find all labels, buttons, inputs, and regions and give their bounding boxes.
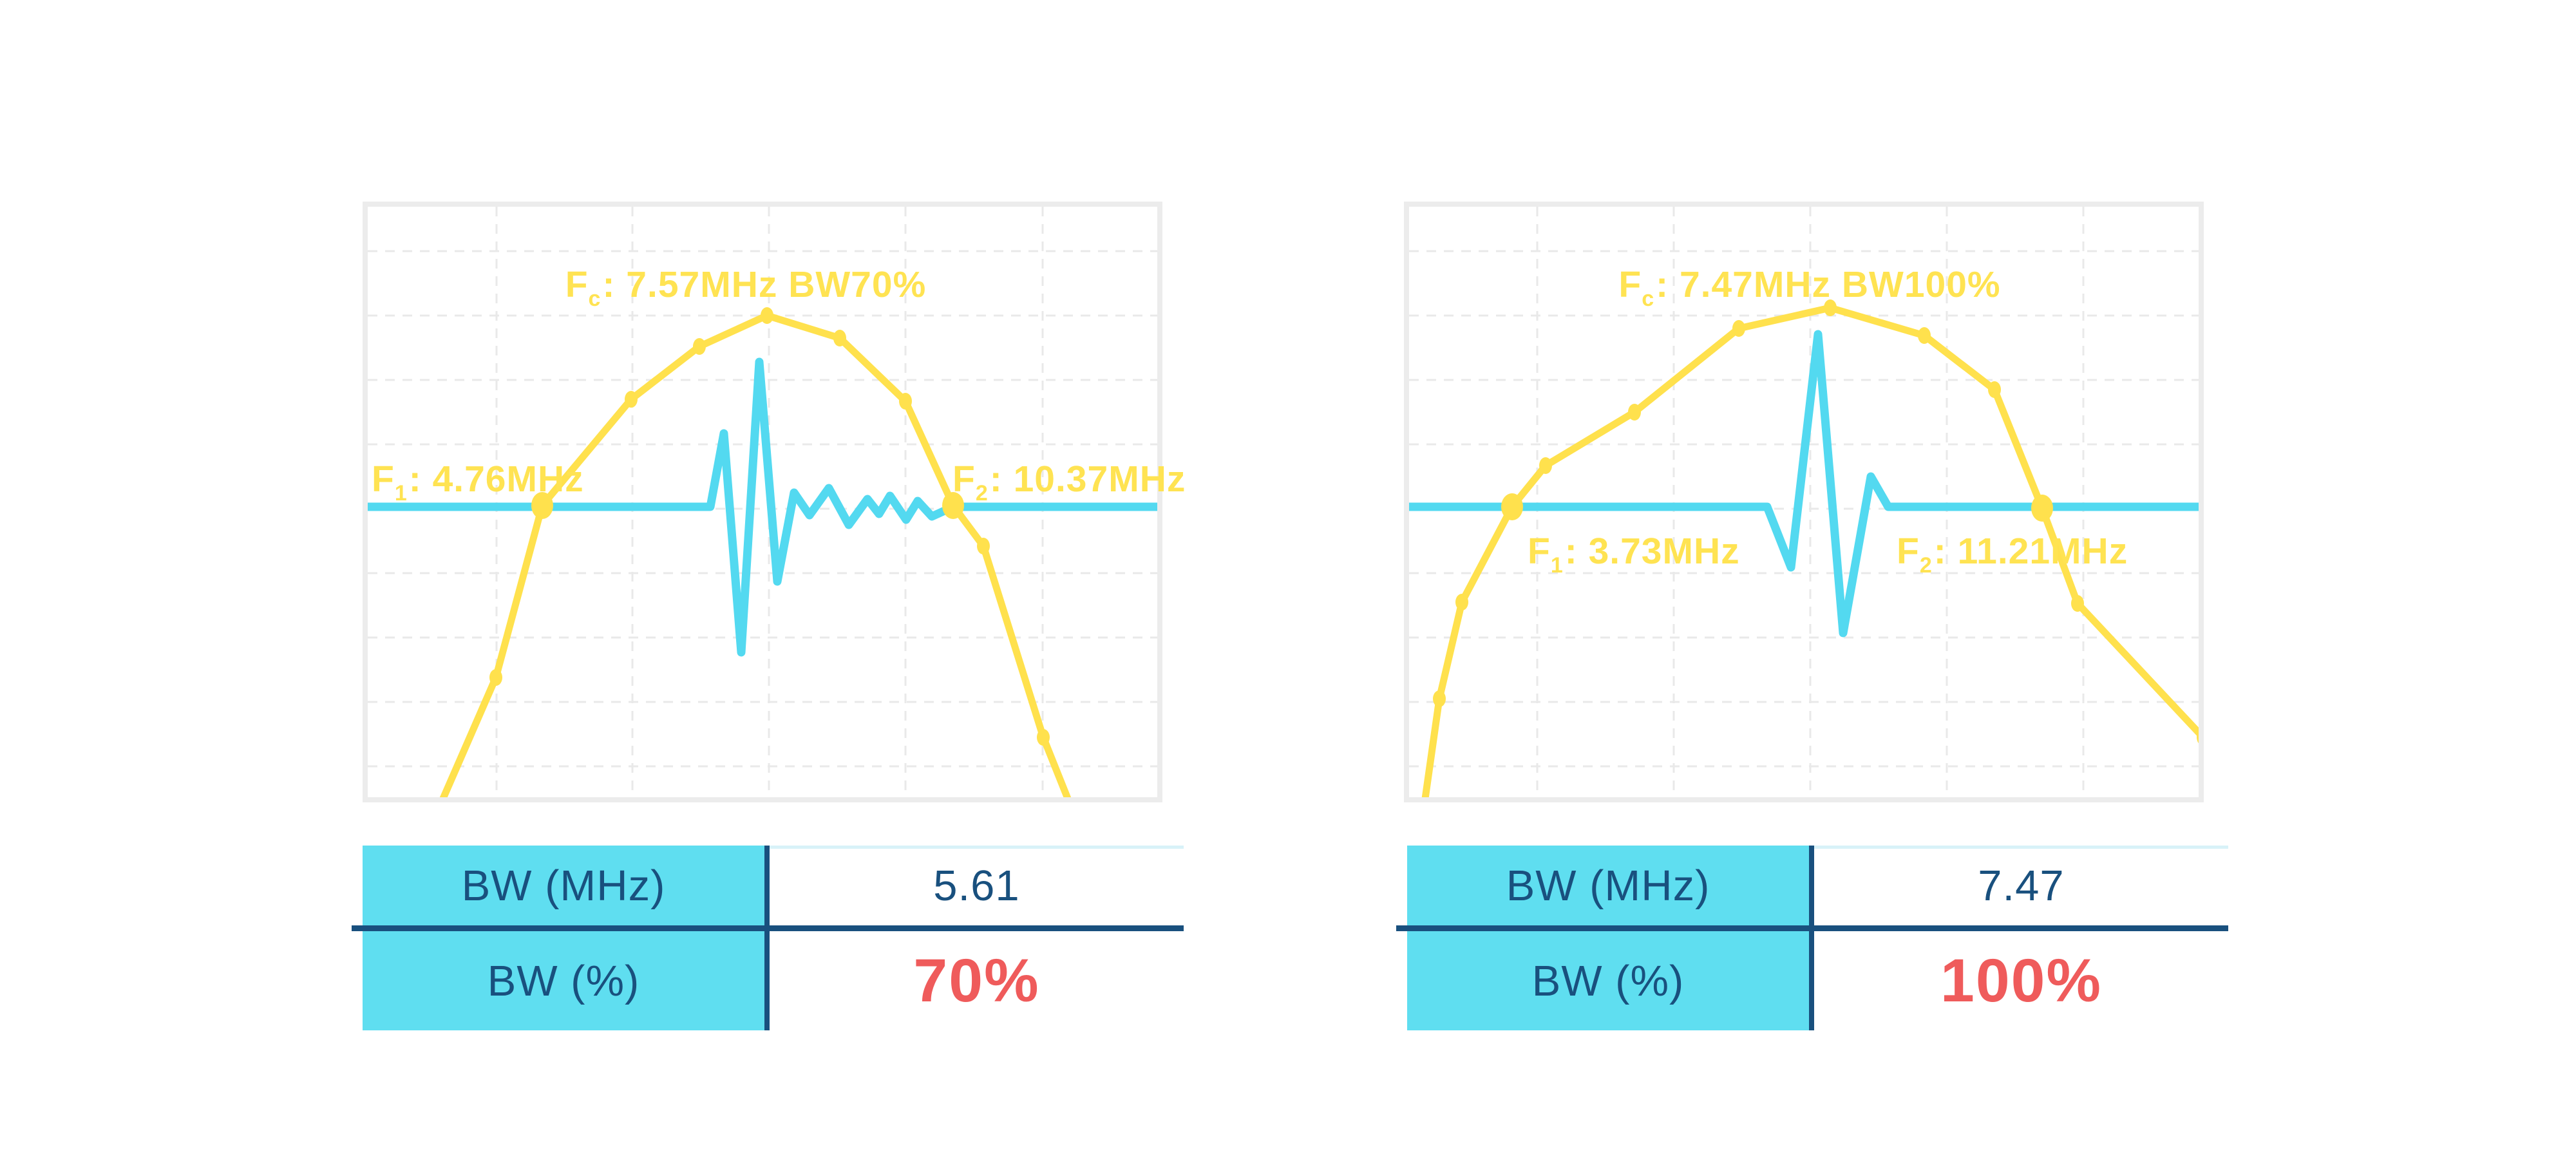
- f2-text: : 11.21MHz: [1933, 531, 2128, 572]
- f1-annotation: F1: 4.76MHz: [372, 458, 584, 506]
- row-value-cell: 5.61: [933, 861, 1020, 910]
- column-divider: [764, 846, 770, 1030]
- f1-text: : 4.76MHz: [408, 459, 584, 500]
- row-value-cell: 70%: [913, 946, 1040, 1015]
- f1-text: : 3.73MHz: [1564, 531, 1740, 572]
- spectrum-panel-bw70: Fc: 7.57MHz BW70% F1: 4.76MHz F2: 10.37M…: [363, 202, 1185, 802]
- f1-prefix: F: [372, 459, 395, 500]
- fc-text: : 7.57MHz BW70%: [602, 264, 927, 305]
- value-top-border: [770, 846, 1184, 849]
- f2-annotation: F2: 10.37MHz: [952, 458, 1186, 506]
- fc-subscript: c: [588, 287, 601, 311]
- spectrum-panel-bw100: Fc: 7.47MHz BW100% F1: 3.73MHz F2: 11.21…: [1404, 202, 2204, 802]
- f2-prefix: F: [952, 459, 976, 500]
- row-label-cell: BW (%): [1531, 956, 1685, 1005]
- fc-prefix: F: [565, 264, 589, 305]
- row-label-cell: BW (%): [487, 956, 640, 1005]
- f2-subscript: 2: [975, 481, 989, 506]
- f2-subscript: 2: [1919, 553, 1933, 578]
- f2-text: : 10.37MHz: [989, 459, 1186, 500]
- row-label-cell: BW (MHz): [1506, 861, 1710, 910]
- value-top-border: [1814, 846, 2228, 849]
- f2-prefix: F: [1897, 531, 1920, 572]
- row-label-cell: BW (MHz): [461, 861, 666, 910]
- spectrum-chart: [1404, 202, 2204, 802]
- table-label-column: [1407, 846, 1811, 1030]
- spectrum-chart: [363, 202, 1162, 802]
- row-value-cell: 100%: [1940, 946, 2102, 1015]
- fc-prefix: F: [1618, 264, 1642, 305]
- f1-subscript: 1: [1550, 553, 1564, 578]
- f2-annotation: F2: 11.21MHz: [1897, 530, 2128, 578]
- fc-text: : 7.47MHz BW100%: [1656, 264, 2001, 305]
- fc-annotation: Fc: 7.57MHz BW70%: [565, 263, 927, 311]
- f1-annotation: F1: 3.73MHz: [1528, 530, 1740, 578]
- f1-subscript: 1: [394, 481, 408, 506]
- fc-annotation: Fc: 7.47MHz BW100%: [1618, 263, 2001, 311]
- table-label-column: [363, 846, 766, 1030]
- f1-prefix: F: [1528, 531, 1551, 572]
- row-value-cell: 7.47: [1978, 861, 2065, 910]
- fc-subscript: c: [1642, 287, 1655, 311]
- column-divider: [1809, 846, 1814, 1030]
